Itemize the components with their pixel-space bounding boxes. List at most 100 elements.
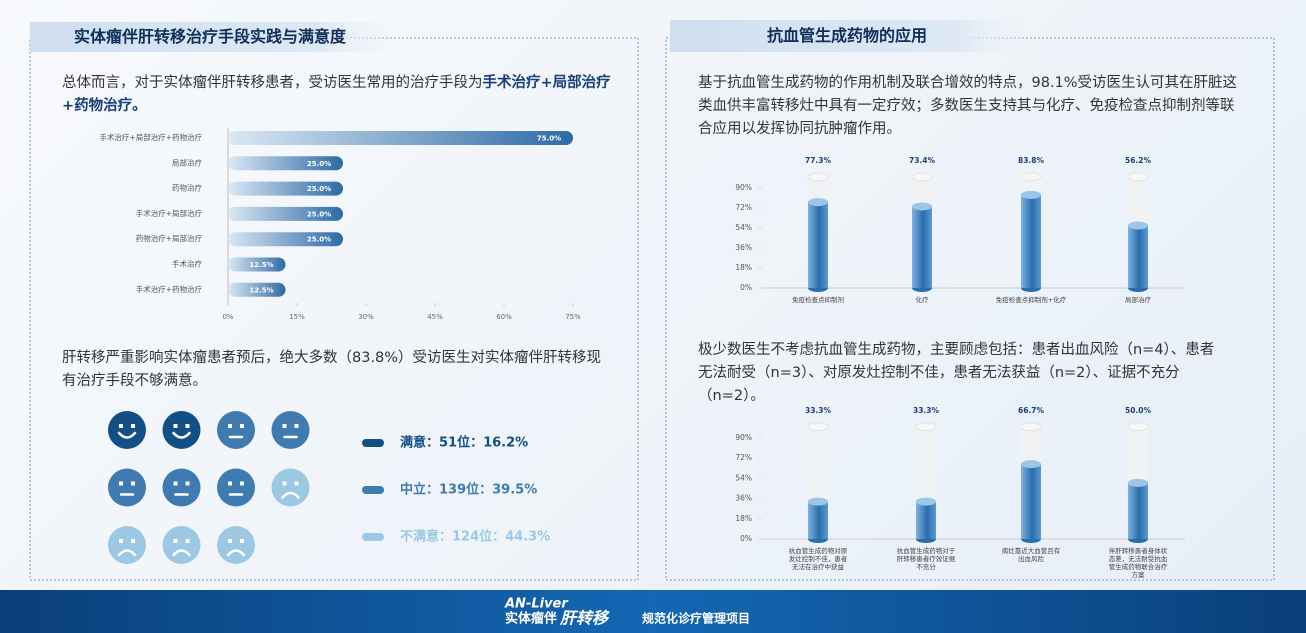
- bar: [228, 156, 343, 171]
- text-2: 极少数医生不考虑抗血管生成药物，主要顾虑包括：患者出血风险（n=4）、患者无法耐…: [698, 342, 1215, 404]
- footer-text: 实体瘤伴: [505, 611, 557, 627]
- summary: 肝转移严重影响实体瘤患者预后，绝大多数（83.8%）受访医生对实体瘤伴肝转移现有…: [62, 350, 602, 389]
- value-label: 12.5%: [249, 261, 273, 269]
- face-eye: [119, 481, 123, 486]
- footer-text: 肝转移: [559, 609, 610, 628]
- cylinder-top: [1128, 221, 1148, 230]
- x-tick-label: 45%: [427, 313, 443, 321]
- cylinder-top: [912, 202, 932, 211]
- footer-brand: AN-Liver: [504, 597, 569, 612]
- value-label: 25.0%: [307, 210, 331, 218]
- footer-text: 规范化诊疗管理项目: [642, 611, 750, 626]
- face-eye: [119, 424, 123, 428]
- legend-label: 中立：139位：39.5%: [400, 482, 537, 498]
- x-tick-label: 60%: [496, 313, 512, 321]
- cylinder: [808, 501, 828, 539]
- face: [162, 526, 201, 564]
- face-eye: [185, 481, 190, 486]
- cylinder-top: [808, 497, 828, 506]
- x-tick-label: 抗血管生成药物对原发灶控制不佳，患者无法在治疗中获益: [788, 547, 848, 571]
- bar: [228, 257, 286, 272]
- face-mouth: [117, 431, 137, 439]
- intro-text: 总体而言，对于实体瘤伴肝转移患者，受访医生常用的治疗手段为: [62, 75, 483, 91]
- value-label: 73.4%: [909, 156, 936, 165]
- cylinder: [1021, 464, 1041, 539]
- legend-label: 满意：51位：16.2%: [400, 435, 528, 451]
- face-eye: [228, 539, 232, 543]
- face-mouth: [172, 549, 191, 557]
- x-tick-label: 局部治疗: [1125, 296, 1151, 304]
- face-eye: [131, 481, 135, 486]
- value-label: 75.0%: [537, 135, 561, 143]
- face-eye: [240, 481, 244, 486]
- x-tick-label: 免疫检查点抑制剂: [792, 296, 844, 304]
- y-tick-label: 36%: [735, 494, 752, 503]
- bar: [228, 282, 286, 297]
- face-eye: [240, 424, 244, 428]
- x-tick-label: 伴肝转移患者身体状态差，无法耐受抗血管生成药物联合治疗方案: [1108, 547, 1168, 579]
- face: [271, 468, 310, 507]
- face-eye: [294, 481, 299, 486]
- face: [217, 526, 255, 564]
- y-tick-label: 局部治疗: [172, 157, 202, 167]
- left-title: 实体瘤伴肝转移治疗手段实践与满意度: [73, 27, 346, 46]
- face-eye: [282, 481, 287, 486]
- face: [108, 526, 146, 564]
- face-eye: [173, 481, 178, 486]
- face-mouth: [226, 549, 246, 557]
- bar: [228, 206, 343, 221]
- intro-emphasis: 手术治疗+局部治疗+药物治疗。: [62, 75, 611, 114]
- cylinder: [808, 202, 828, 288]
- y-tick-label: 手术治疗: [172, 259, 202, 269]
- tube-cap: [807, 172, 829, 182]
- value-label: 33.3%: [913, 406, 940, 415]
- cylinder-top: [1021, 190, 1041, 199]
- x-tick-label: 病灶靠近大血管且有出血风险: [1001, 547, 1061, 563]
- value-label: 50.0%: [1125, 406, 1152, 415]
- value-label: 33.3%: [805, 406, 832, 415]
- intro: 总体而言，对于实体瘤伴肝转移患者，受访医生常用的治疗手段为手术治疗+局部治疗+药…: [62, 72, 622, 118]
- y-tick-label: 36%: [735, 243, 752, 252]
- cylinder: [916, 501, 936, 539]
- y-tick-label: 18%: [735, 514, 752, 523]
- y-tick-label: 18%: [735, 263, 752, 272]
- face: [108, 411, 146, 449]
- y-tick-label: 90%: [735, 183, 752, 192]
- y-tick-label: 72%: [735, 203, 752, 212]
- tube-cap: [1020, 422, 1042, 432]
- x-tick-label: 75%: [565, 313, 581, 321]
- value-label: 12.5%: [249, 286, 273, 294]
- cylinder: [1128, 482, 1148, 539]
- y-tick-label: 药物治疗+局部治疗: [136, 233, 203, 243]
- value-label: 83.8%: [1018, 156, 1045, 165]
- value-label: 25.0%: [307, 185, 331, 193]
- y-tick-label: 手术治疗+局部治疗: [136, 208, 203, 218]
- cylinder-top: [1128, 478, 1148, 487]
- tube-cap: [807, 422, 829, 432]
- face-eye: [294, 424, 299, 428]
- face-eye: [173, 539, 178, 543]
- face-eye: [131, 424, 135, 428]
- y-tick-label: 手术治疗+局部治疗+药物治疗: [99, 132, 202, 142]
- x-tick-label: 0%: [222, 313, 233, 321]
- bar: [228, 131, 573, 145]
- tube-cap: [911, 172, 933, 182]
- bar: [228, 232, 343, 247]
- face-eye: [240, 539, 244, 543]
- y-tick-label: 72%: [735, 453, 752, 462]
- face-eye: [185, 539, 190, 543]
- cylinder-top: [808, 198, 828, 207]
- y-tick-label: 90%: [735, 433, 752, 442]
- face-eye: [131, 539, 135, 543]
- y-tick-label: 0%: [740, 534, 752, 543]
- x-tick-label: 化疗: [915, 296, 929, 304]
- face: [217, 468, 255, 507]
- face-eye: [228, 481, 232, 486]
- y-tick-label: 手术治疗+药物治疗: [136, 284, 203, 294]
- tube-cap: [1127, 422, 1149, 432]
- face: [162, 411, 201, 449]
- legend-swatch: [362, 533, 384, 541]
- legend-label: 不满意：124位：44.3%: [400, 529, 550, 545]
- text-1: 基于抗血管生成药物的作用机制及联合增效的特点，98.1%受访医生认可其在肝脏这类…: [698, 75, 1238, 137]
